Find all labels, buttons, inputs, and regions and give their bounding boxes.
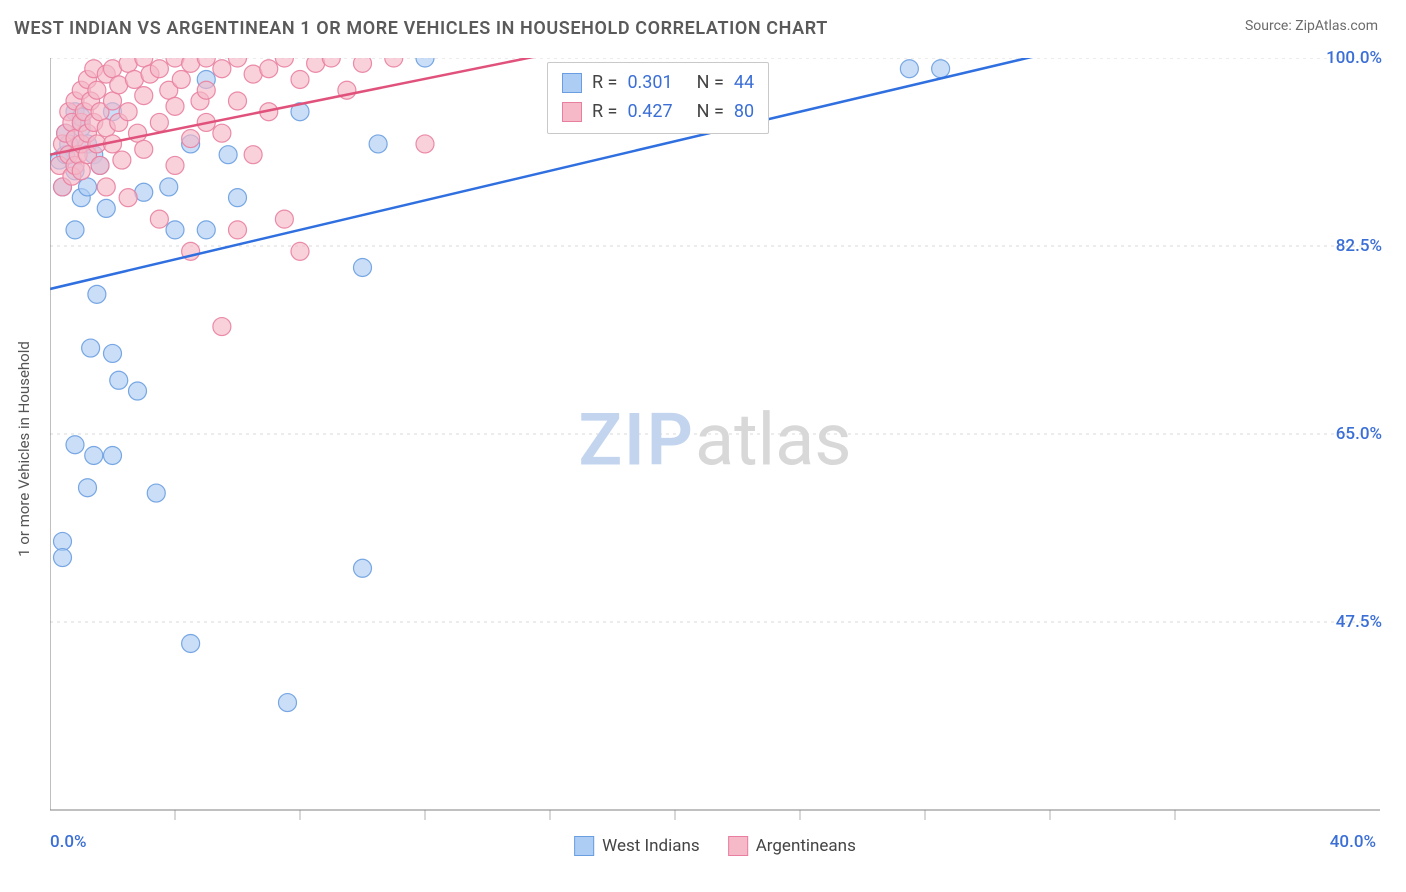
header-bar: WEST INDIAN VS ARGENTINEAN 1 OR MORE VEH… (0, 0, 1406, 43)
source-name: ZipAtlas.com (1295, 18, 1378, 34)
y-tick-label: 65.0% (1336, 424, 1382, 444)
n-value-west-indians: 44 (734, 69, 754, 98)
y-tick-label: 82.5% (1336, 236, 1382, 256)
n-value-argentineans: 80 (734, 98, 754, 127)
stats-legend-box: R = 0.301 N = 44 R = 0.427 N = 80 (547, 62, 769, 134)
swatch-argentineans (562, 102, 582, 122)
legend-item-west-indians: West Indians (574, 836, 700, 856)
source-prefix: Source: (1245, 18, 1295, 34)
y-axis-label: 1 or more Vehicles in Household (15, 341, 33, 557)
y-tick-label: 47.5% (1336, 612, 1382, 632)
scatter-plot (50, 58, 1380, 822)
chart-title: WEST INDIAN VS ARGENTINEAN 1 OR MORE VEH… (14, 18, 828, 39)
legend-label-west-indians: West Indians (602, 836, 700, 856)
x-tick-label: 0.0% (50, 832, 87, 852)
r-value-argentineans: 0.427 (627, 98, 672, 127)
legend-swatch-argentineans (728, 836, 748, 856)
legend-item-argentineans: Argentineans (728, 836, 856, 856)
x-tick-label: 40.0% (1330, 832, 1376, 852)
bottom-legend: West Indians Argentineans (574, 836, 856, 856)
y-tick-label: 100.0% (1326, 48, 1382, 68)
source-attribution: Source: ZipAtlas.com (1245, 18, 1378, 34)
legend-swatch-west-indians (574, 836, 594, 856)
swatch-west-indians (562, 73, 582, 93)
legend-label-argentineans: Argentineans (756, 836, 856, 856)
chart-container: 1 or more Vehicles in Household ZIPatlas… (50, 58, 1380, 822)
r-value-west-indians: 0.301 (627, 69, 672, 98)
stats-row-west-indians: R = 0.301 N = 44 (562, 69, 754, 98)
stats-row-argentineans: R = 0.427 N = 80 (562, 98, 754, 127)
